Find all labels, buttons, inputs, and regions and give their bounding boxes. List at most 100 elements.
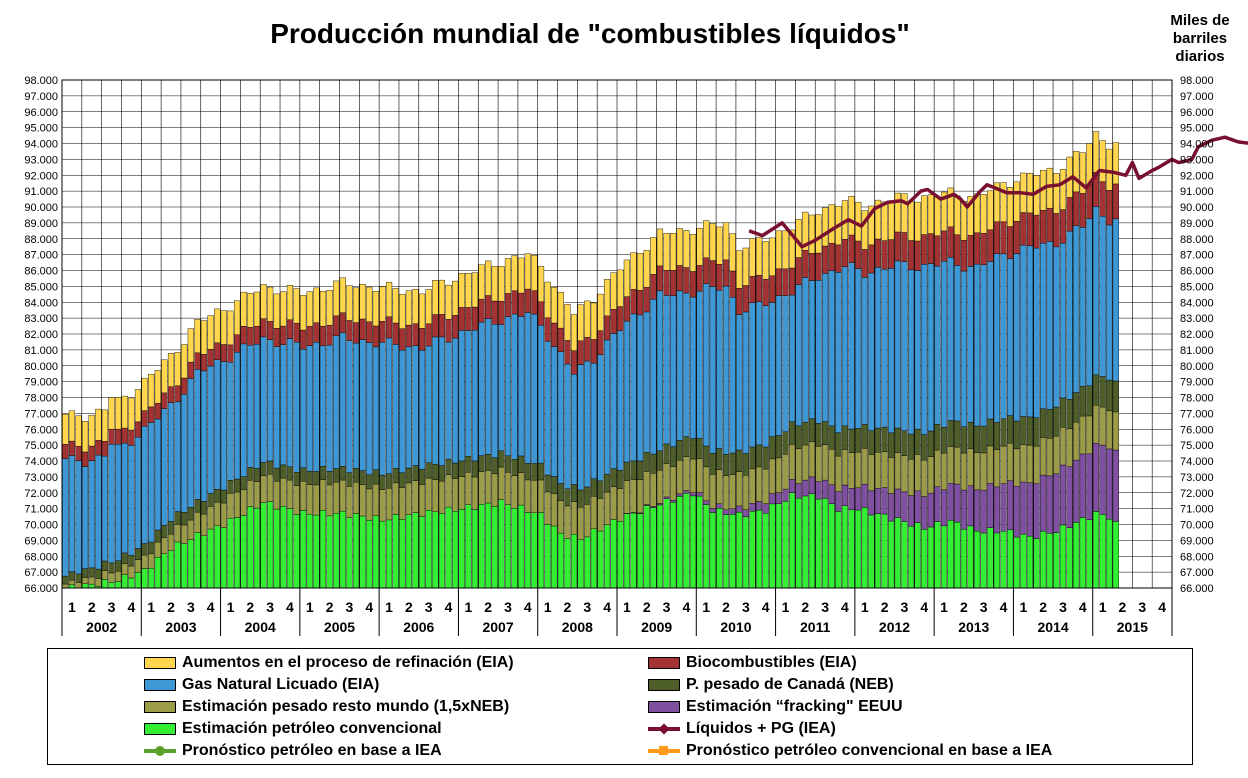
bar-canada-heavy <box>286 466 294 481</box>
bar-rest-heavy <box>333 481 340 514</box>
bar-biofuels <box>848 234 855 263</box>
bar-rest-heavy <box>828 448 835 485</box>
bar-canada-heavy <box>788 421 796 445</box>
bar-conventional <box>610 519 617 589</box>
bar-rest-heavy <box>458 476 465 510</box>
bar-ngl <box>326 344 333 472</box>
bar-biofuels <box>511 290 518 315</box>
bar-biofuels <box>425 323 432 347</box>
bar-ngl <box>577 364 584 491</box>
bar-rest-heavy <box>855 451 862 489</box>
bar-canada-heavy <box>1092 374 1100 406</box>
bar-conventional <box>531 512 538 589</box>
bar-refinery <box>352 287 360 323</box>
bar-refinery <box>372 291 379 327</box>
bar-ngl <box>564 363 571 489</box>
bar-refinery <box>650 237 657 275</box>
bar-canada-heavy <box>187 507 194 521</box>
bar-conventional <box>1066 527 1073 589</box>
bar-conventional <box>445 506 452 589</box>
bar-rest-heavy <box>366 488 373 521</box>
bar-ngl <box>828 270 835 427</box>
y-tick-label-left: 71.000 <box>24 504 58 516</box>
bar-refinery <box>174 352 181 387</box>
bar-canada-heavy <box>881 426 888 452</box>
bar-rest-heavy <box>300 480 307 511</box>
bar-fracking <box>1066 466 1073 528</box>
bar-refinery <box>894 192 901 233</box>
bar-fracking <box>656 503 664 506</box>
bar-biofuels <box>729 270 736 298</box>
bar-refinery <box>333 280 340 317</box>
bar-canada-heavy <box>947 420 954 447</box>
bar-canada-heavy <box>68 571 76 581</box>
bar-biofuels <box>643 286 650 313</box>
bar-conventional <box>927 526 934 589</box>
bar-biofuels <box>339 312 346 334</box>
x-tick-label-quarter: 4 <box>1000 599 1008 615</box>
bar-refinery <box>418 293 426 329</box>
bar-biofuels <box>947 226 954 258</box>
bar-rest-heavy <box>498 466 505 500</box>
y-tick-label-left: 97.000 <box>24 91 58 103</box>
bar-conventional <box>934 521 941 589</box>
bar-ngl <box>643 311 650 453</box>
bar-biofuels <box>141 410 148 427</box>
bar-biofuels <box>617 306 624 332</box>
bar-biofuels <box>795 257 802 285</box>
y-tick-label-right: 97.000 <box>1180 91 1214 103</box>
bar-rest-heavy <box>273 481 280 510</box>
bar-conventional <box>703 504 710 589</box>
bar-ngl <box>822 273 829 422</box>
bar-fracking <box>868 490 875 516</box>
x-tick-label-year: 2004 <box>245 619 276 635</box>
bar-conventional <box>161 553 168 589</box>
bar-canada-heavy <box>491 457 498 475</box>
bar-canada-heavy <box>755 444 763 468</box>
bar-ngl <box>610 333 617 469</box>
bar-fracking <box>881 487 888 515</box>
bar-rest-heavy <box>630 479 637 513</box>
bar-fracking <box>1026 482 1034 537</box>
bar-biofuels <box>696 265 703 292</box>
bar-rest-heavy <box>1073 422 1080 461</box>
y-tick-label-right: 88.000 <box>1180 234 1214 246</box>
chart-title: Producción mundial de "combustibles líqu… <box>270 18 910 49</box>
bar-biofuels <box>544 317 551 342</box>
bar-rest-heavy <box>233 491 241 518</box>
legend-swatch <box>648 701 680 713</box>
bar-canada-heavy <box>808 418 816 442</box>
bar-biofuels <box>491 300 498 325</box>
bar-biofuels <box>366 321 373 343</box>
legend-item-forecast-conventional: Pronóstico petróleo convencional en base… <box>648 740 1052 762</box>
bar-canada-heavy <box>267 460 274 475</box>
x-tick-label-year: 2003 <box>165 619 196 635</box>
bar-canada-heavy <box>822 421 829 445</box>
bar-rest-heavy <box>742 475 749 510</box>
bar-conventional <box>115 581 122 589</box>
bar-ngl <box>75 460 82 575</box>
bar-refinery <box>868 205 875 246</box>
bar-canada-heavy <box>465 456 472 473</box>
bar-canada-heavy <box>445 458 452 475</box>
bar-fracking <box>1106 448 1113 520</box>
bar-canada-heavy <box>1033 417 1040 447</box>
bar-rest-heavy <box>557 500 564 534</box>
bar-biofuels <box>88 445 95 461</box>
bar-fracking <box>841 484 849 506</box>
bar-rest-heavy <box>1046 437 1053 477</box>
bar-biofuels <box>352 322 360 344</box>
bar-ngl <box>650 299 657 455</box>
x-tick-label-quarter: 1 <box>544 599 552 615</box>
bar-refinery <box>485 260 492 296</box>
bar-conventional <box>300 510 307 589</box>
bar-ngl <box>233 352 241 480</box>
bar-ngl <box>524 312 531 464</box>
x-tick-label-quarter: 3 <box>108 599 116 615</box>
bar-rest-heavy <box>319 479 327 511</box>
bar-rest-heavy <box>101 570 109 580</box>
y-tick-label-right: 84.000 <box>1180 297 1214 309</box>
bar-biofuels <box>1020 212 1027 246</box>
bar-refinery <box>220 310 227 345</box>
bar-ngl <box>385 337 393 474</box>
